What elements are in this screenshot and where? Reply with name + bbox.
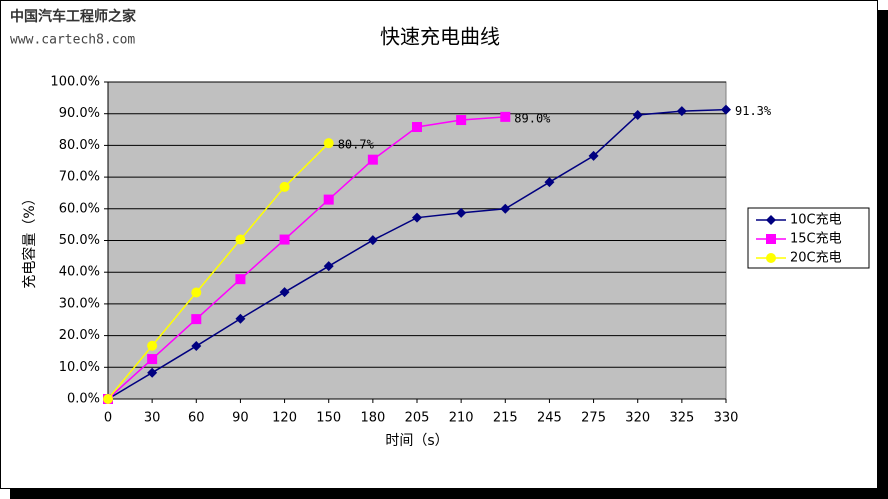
data-point bbox=[367, 154, 378, 165]
legend-marker bbox=[766, 215, 776, 225]
x-tick-label: 120 bbox=[272, 411, 297, 426]
data-point bbox=[412, 122, 422, 133]
x-tick-label: 275 bbox=[581, 411, 606, 426]
x-axis-title: 时间（s） bbox=[385, 433, 448, 449]
chart-title: 快速充电曲线 bbox=[380, 25, 500, 49]
data-point bbox=[279, 234, 290, 245]
data-point bbox=[235, 234, 246, 245]
data-point bbox=[323, 138, 334, 149]
watermark-title: 中国汽车工程师之家 bbox=[10, 8, 137, 25]
legend-marker bbox=[766, 253, 776, 263]
data-point bbox=[191, 341, 202, 352]
data-point bbox=[103, 394, 113, 404]
legend-label: 10C充电 bbox=[790, 212, 842, 228]
legend-label: 15C充电 bbox=[790, 231, 842, 247]
data-point bbox=[323, 261, 334, 272]
data-point bbox=[588, 150, 599, 161]
data-point bbox=[500, 203, 511, 214]
legend-label: 20C充电 bbox=[790, 250, 842, 266]
y-tick-label: 50.0% bbox=[59, 233, 100, 248]
data-point bbox=[456, 115, 467, 126]
data-point bbox=[456, 207, 467, 218]
data-point bbox=[191, 314, 202, 325]
series-line bbox=[107, 142, 330, 400]
shadow bbox=[878, 10, 888, 499]
x-tick-label: 210 bbox=[449, 411, 474, 426]
x-tick-label: 90 bbox=[232, 411, 249, 426]
x-tick-label: 30 bbox=[144, 411, 161, 426]
x-tick-label: 320 bbox=[625, 411, 650, 426]
x-tick-label: 325 bbox=[669, 411, 694, 426]
data-label: 80.7% bbox=[338, 138, 375, 152]
y-axis-title: 充电容量（%） bbox=[21, 191, 38, 288]
y-tick-label: 10.0% bbox=[59, 360, 100, 375]
series-line bbox=[107, 116, 506, 400]
watermark-url: www.cartech8.com bbox=[10, 33, 135, 48]
data-point bbox=[235, 274, 246, 285]
y-tick-label: 80.0% bbox=[59, 138, 100, 153]
data-point bbox=[235, 313, 246, 324]
y-tick-label: 90.0% bbox=[59, 106, 100, 121]
data-point bbox=[412, 212, 422, 223]
x-tick-label: 330 bbox=[714, 411, 739, 426]
x-tick-label: 180 bbox=[360, 411, 385, 426]
data-point bbox=[676, 106, 687, 117]
data-point bbox=[632, 109, 643, 120]
x-tick-label: 205 bbox=[405, 411, 430, 426]
x-tick-label: 60 bbox=[188, 411, 205, 426]
y-tick-label: 0.0% bbox=[67, 392, 100, 407]
y-tick-label: 30.0% bbox=[59, 296, 100, 311]
x-tick-label: 245 bbox=[537, 411, 562, 426]
data-point bbox=[544, 177, 555, 188]
y-tick-label: 20.0% bbox=[59, 328, 100, 343]
data-point bbox=[279, 181, 290, 192]
x-tick-label: 150 bbox=[316, 411, 341, 426]
data-point bbox=[147, 340, 158, 351]
data-point bbox=[191, 287, 202, 298]
data-point bbox=[147, 354, 158, 365]
x-tick-label: 0 bbox=[104, 411, 112, 426]
data-point bbox=[721, 104, 731, 115]
data-label: 89.0% bbox=[514, 111, 551, 125]
y-tick-label: 40.0% bbox=[59, 265, 100, 280]
legend-marker bbox=[766, 234, 776, 244]
x-tick-label: 215 bbox=[493, 411, 518, 426]
y-tick-label: 60.0% bbox=[59, 201, 100, 216]
data-label: 91.3% bbox=[735, 104, 772, 118]
data-point bbox=[323, 194, 334, 205]
data-point bbox=[279, 287, 290, 298]
data-point bbox=[500, 111, 511, 122]
shadow bbox=[10, 489, 888, 499]
y-tick-label: 70.0% bbox=[59, 170, 100, 185]
data-point bbox=[367, 235, 378, 246]
y-tick-label: 100.0% bbox=[50, 75, 100, 90]
data-point bbox=[147, 367, 158, 378]
